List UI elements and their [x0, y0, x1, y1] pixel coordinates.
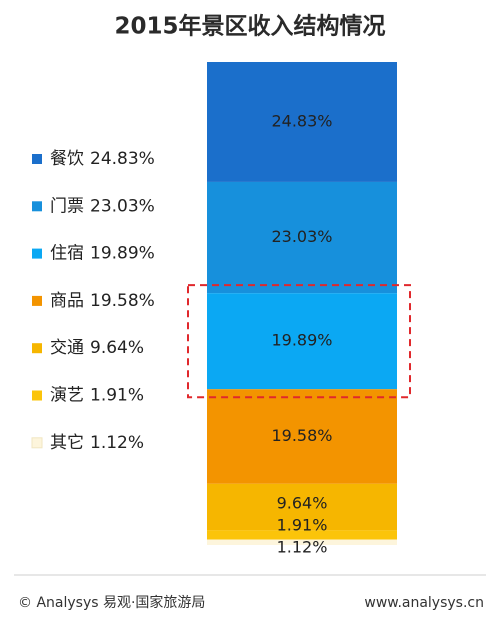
- bar-segment: [207, 389, 397, 484]
- bar-segment: [207, 293, 397, 390]
- legend-name: 演艺: [50, 386, 84, 406]
- legend-value: 19.58%: [90, 291, 155, 311]
- legend-value: 9.64%: [90, 338, 144, 358]
- legend-value: 1.91%: [90, 386, 144, 406]
- legend-label: 演艺 1.91%: [50, 386, 144, 406]
- bar-segment: [207, 62, 397, 182]
- legend-name: 商品: [50, 291, 84, 311]
- legend-value: 19.89%: [90, 244, 155, 264]
- legend-name: 住宿: [50, 244, 84, 264]
- legend-label: 餐饮 24.83%: [50, 149, 155, 169]
- chart-title: 2015年景区收入结构情况: [114, 13, 385, 40]
- legend-name: 其它: [50, 433, 84, 453]
- legend-swatch: [32, 343, 42, 354]
- legend-swatch: [32, 154, 42, 164]
- legend-label: 其它 1.12%: [50, 433, 144, 453]
- data-label: 19.89%: [271, 331, 332, 350]
- legend-label: 交通 9.64%: [50, 338, 144, 358]
- legend-name: 餐饮: [50, 149, 84, 169]
- legend-swatch: [31, 437, 43, 449]
- footer-site: www.analysys.cn: [364, 595, 484, 611]
- data-label: 1.91%: [277, 516, 328, 535]
- bar-segment: [207, 483, 397, 531]
- data-label: 9.64%: [277, 494, 328, 513]
- data-label: 24.83%: [271, 111, 332, 130]
- legend-swatch: [32, 201, 42, 212]
- data-label: 19.58%: [271, 426, 332, 445]
- legend-swatch: [32, 295, 42, 306]
- data-label: 23.03%: [271, 227, 332, 246]
- legend-value: 23.03%: [90, 196, 155, 216]
- bar-segment: [207, 539, 397, 545]
- bar-segment: [207, 530, 397, 540]
- legend-name: 门票: [50, 196, 84, 216]
- legend-swatch: [32, 390, 42, 401]
- legend-label: 住宿 19.89%: [50, 244, 155, 264]
- data-label: 1.12%: [277, 538, 328, 557]
- legend-value: 24.83%: [90, 149, 155, 169]
- bar-segment: [207, 181, 397, 294]
- legend-name: 交通: [50, 338, 84, 358]
- legend-swatch: [32, 248, 42, 259]
- footer-source: © Analysys 易观·国家旅游局: [18, 594, 205, 611]
- highlight-box: [187, 284, 411, 399]
- legend-value: 1.12%: [90, 433, 144, 453]
- legend-label: 商品 19.58%: [50, 291, 155, 311]
- legend-label: 门票 23.03%: [50, 196, 155, 216]
